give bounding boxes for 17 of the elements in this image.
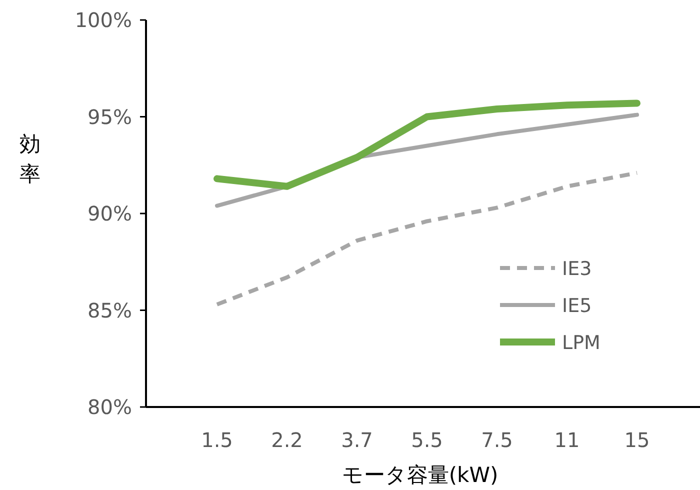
- y-tick-label: 90%: [88, 202, 132, 226]
- x-tick-label: 3.7: [341, 428, 373, 452]
- x-tick-label: 5.5: [411, 428, 443, 452]
- y-tick-label: 85%: [88, 298, 132, 322]
- x-tick-label: 15: [624, 428, 650, 452]
- y-tick-label: 80%: [88, 395, 132, 419]
- x-axis-title: モータ容量(kW): [342, 463, 498, 487]
- x-tick-label: 7.5: [481, 428, 513, 452]
- legend-label: IE3: [562, 258, 592, 280]
- legend-label: IE5: [562, 295, 592, 317]
- x-tick-label: 1.5: [201, 428, 233, 452]
- legend-label: LPM: [562, 332, 600, 354]
- y-axis-title: 効率: [20, 132, 40, 186]
- y-tick-label: 100%: [74, 8, 132, 32]
- x-tick-label: 11: [554, 428, 580, 452]
- y-tick-label: 95%: [88, 104, 132, 129]
- x-tick-label: 2.2: [271, 428, 303, 452]
